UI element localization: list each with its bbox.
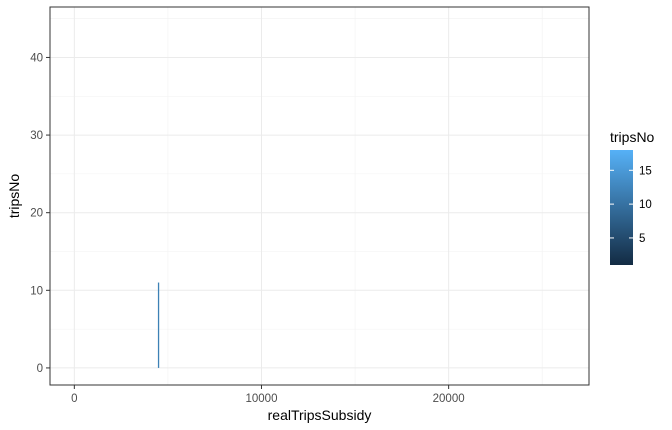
x-axis-ticks: 0 10000 20000 (71, 385, 465, 405)
minor-gridlines (50, 7, 589, 385)
y-tick-label: 40 (30, 52, 43, 64)
legend: tripsNo 5 10 15 (610, 129, 655, 265)
x-tick-label: 20000 (433, 393, 465, 405)
legend-title: tripsNo (610, 129, 655, 145)
x-tick-label: 0 (71, 393, 77, 405)
y-tick-label: 20 (30, 208, 43, 220)
y-axis-label: tripsNo (6, 174, 22, 219)
legend-tick-label: 5 (639, 233, 645, 245)
x-tick-label: 10000 (245, 393, 277, 405)
legend-tick-label: 10 (639, 199, 652, 211)
legend-tick-label: 15 (639, 165, 652, 177)
y-tick-label: 0 (37, 363, 43, 375)
y-tick-label: 10 (30, 285, 43, 297)
y-tick-label: 30 (30, 130, 43, 142)
plot-panel (50, 7, 589, 385)
major-gridlines (50, 7, 589, 385)
legend-ticks: 5 10 15 (610, 165, 652, 245)
x-axis-label: realTripsSubsidy (268, 407, 372, 423)
y-axis-ticks: 0 10 20 30 40 (30, 52, 50, 375)
legend-colorbar (610, 150, 633, 265)
plot-border (49, 6, 590, 386)
